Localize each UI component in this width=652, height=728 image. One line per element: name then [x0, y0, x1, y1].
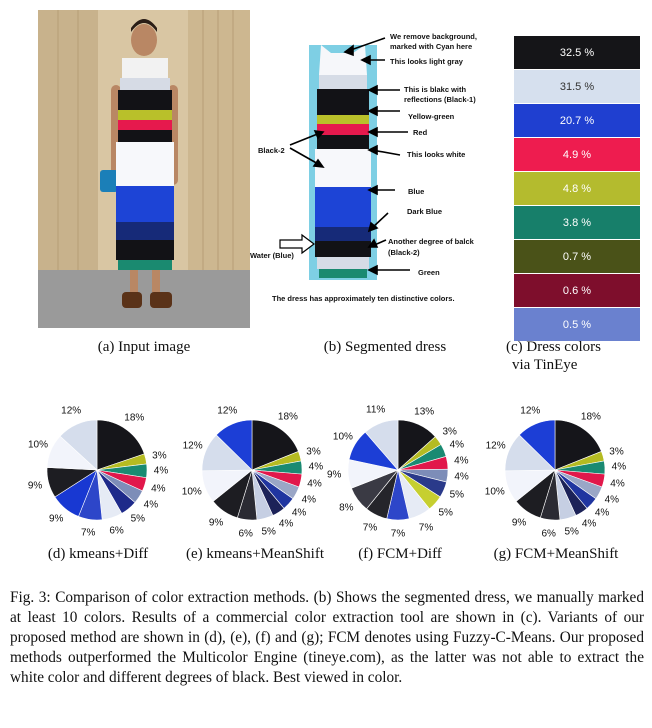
pie-slice	[59, 419, 98, 471]
pie-slice-label: 6%	[238, 528, 253, 540]
caption-c-line2: via TinEye	[512, 357, 578, 373]
tineye-swatch: 20.7 %	[514, 104, 640, 137]
pie-slice-label: 7%	[362, 522, 378, 533]
pie-slice-label: 3%	[306, 446, 321, 458]
pie-slice	[518, 419, 556, 471]
caption-e: (e) kmeans+MeanShift	[185, 546, 324, 562]
pie-slice-label: 10%	[484, 486, 505, 498]
caption-a: (a) Input image	[97, 339, 191, 355]
pie-slice-label: 18%	[124, 412, 145, 424]
pie-slice-label: 18%	[580, 411, 601, 423]
pie-slice-label: 12%	[217, 405, 238, 417]
pie-slice-label: 4%	[449, 439, 465, 451]
caption-g: (g) FCM+MeanShift	[493, 546, 619, 562]
pie-slice-label: 10%	[181, 486, 202, 498]
pie-slice-label: 12%	[61, 405, 82, 417]
pie-slice	[364, 419, 399, 471]
pie-slice-label: 9%	[27, 480, 43, 492]
annotation-blakc-2: reflections (Black-1)	[404, 95, 476, 104]
pie-slice	[251, 419, 299, 471]
pie-slice-label: 4%	[610, 478, 625, 490]
pie-slice-label: 9%	[511, 517, 527, 529]
pie-slice-label: 13%	[414, 406, 435, 418]
pie-slice	[215, 419, 253, 471]
pie-slice-label: 7%	[418, 522, 434, 533]
pie-slice-label: 9%	[208, 517, 224, 529]
pie-slice-label: 4%	[594, 507, 610, 519]
pie-slice-label: 18%	[277, 411, 298, 423]
pie-slice-label: 4%	[301, 494, 317, 505]
annotation-dark-blue: Dark Blue	[407, 207, 443, 216]
annotation-yellow-green: Yellow-green	[408, 112, 455, 121]
annotation-blue: Blue	[408, 187, 425, 196]
pie-slice-label: 4%	[308, 461, 324, 473]
pie-slice-label: 9%	[326, 469, 342, 481]
annotation-remove-bg-2: marked with Cyan here	[390, 42, 473, 51]
figure-caption: Fig. 3: Comparison of color extraction m…	[10, 589, 644, 686]
pie-slice-label: 3%	[152, 450, 167, 462]
annotation-light-gray: This looks light gray	[390, 57, 463, 66]
tineye-swatch: 0.5 %	[514, 308, 640, 341]
annotation-another-2: (Black-2)	[388, 248, 420, 257]
pie-slice-label: 12%	[485, 440, 506, 452]
pie-slice-label: 5%	[130, 513, 146, 525]
pie-slice-label: 7%	[390, 528, 406, 540]
annotation-blakc-1: This is blakc with	[404, 85, 467, 94]
pie-slice-label: 10%	[27, 439, 49, 451]
pie-slice	[554, 419, 602, 471]
pie-slice-label: 4%	[604, 494, 620, 505]
pie-slice-label: 8%	[339, 502, 354, 514]
caption-f: (f) FCM+Diff	[358, 546, 442, 562]
tineye-swatch: 4.8 %	[514, 172, 640, 205]
pie-slice-label: 4%	[454, 471, 469, 483]
tineye-swatch: 32.5 %	[514, 36, 640, 69]
annotation-black2: Black-2	[258, 146, 285, 155]
annotation-red: Red	[413, 128, 428, 137]
pie-slice-label: 11%	[366, 404, 386, 416]
pie-slice-label: 4%	[611, 461, 627, 473]
pie-slice	[96, 419, 145, 471]
pie-slice-label: 4%	[307, 478, 322, 490]
pie-slice-label: 4%	[278, 518, 294, 530]
tineye-swatch: 31.5 %	[514, 70, 640, 103]
pie-slice-label: 9%	[48, 513, 64, 525]
pie-slice-label: 5%	[564, 526, 579, 538]
pie-slice-label: 7%	[80, 527, 96, 539]
pie-slice-label: 3%	[609, 446, 624, 458]
pie-slice-label: 4%	[151, 483, 166, 494]
caption-c-line1: (c) Dress colors	[506, 339, 601, 355]
tineye-swatch: 0.6 %	[514, 274, 640, 307]
pie-slice-label: 6%	[109, 525, 124, 537]
pie-slice-label: 4%	[454, 455, 469, 467]
pie-slice-label: 12%	[520, 405, 541, 417]
annotation-arrows	[279, 37, 410, 276]
pie-slice-label: 6%	[541, 528, 556, 540]
input-image	[38, 10, 250, 328]
caption-d: (d) kmeans+Diff	[47, 546, 149, 562]
pie-charts	[46, 419, 606, 521]
annotation-water: Water (Blue)	[250, 251, 294, 260]
pie-slice-label: 4%	[291, 507, 307, 519]
annotation-remove-bg-1: We remove background,	[390, 32, 477, 41]
annotation-green: Green	[418, 268, 440, 277]
input-photo-illustration	[38, 10, 250, 328]
annotation-another-1: Another degree of balck	[388, 237, 474, 246]
pie-slice-label: 5%	[261, 526, 276, 538]
segmented-dress-illustration	[315, 45, 371, 278]
pie-slice-label: 12%	[182, 440, 203, 452]
segmented-dress	[309, 45, 377, 280]
pie-slice-label: 3%	[442, 426, 457, 438]
tineye-swatch: 0.7 %	[514, 240, 640, 273]
pie-slice-label: 10%	[332, 431, 353, 443]
tineye-swatch: 3.8 %	[514, 206, 640, 239]
pie-slice-label: 5%	[449, 489, 465, 501]
annotation-summary: The dress has approximately ten distinct…	[272, 294, 455, 303]
pie-slice-label: 4%	[153, 465, 169, 477]
caption-b: (b) Segmented dress	[323, 339, 447, 355]
pie-slice-label: 5%	[438, 507, 453, 519]
tineye-swatch: 4.9 %	[514, 138, 640, 171]
pie-slice-label: 4%	[581, 518, 597, 530]
pie-slice-label: 4%	[143, 499, 159, 510]
annotation-white: This looks white	[407, 150, 466, 159]
